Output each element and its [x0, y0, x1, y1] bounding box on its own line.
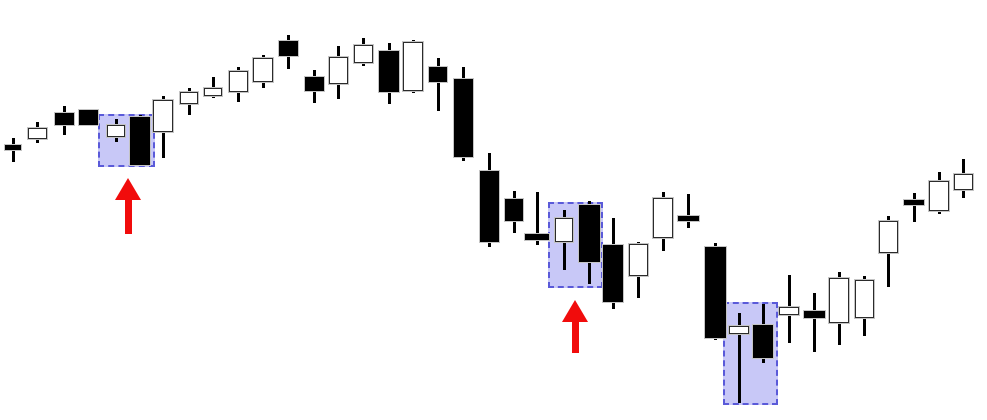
bearish-candle-body [505, 199, 523, 221]
candle-wick [737, 313, 741, 403]
bullish-candle-body [878, 221, 898, 253]
bearish-candle-body [278, 41, 298, 56]
bearish-candle-body [704, 247, 726, 338]
bullish-candle-body [27, 128, 47, 139]
bearish-candle-body [54, 113, 74, 125]
bearish-candle-body [453, 79, 473, 157]
bearish-candle-body [304, 77, 324, 91]
bullish-candle-body [953, 174, 973, 190]
bullish-candle-body [153, 100, 173, 132]
bullish-candle-body [854, 280, 874, 318]
bullish-candle-body [204, 88, 222, 96]
up-arrow-shaft [571, 320, 579, 353]
bullish-candle-body [628, 244, 648, 276]
candle-wick [812, 293, 816, 352]
up-arrow-icon [562, 300, 588, 322]
bullish-candle-body [328, 57, 348, 84]
bullish-candle-body [228, 71, 248, 92]
bearish-candle-body [753, 325, 773, 358]
bearish-candle-body [379, 51, 399, 92]
bullish-candle-body [653, 198, 673, 238]
bullish-candle-body [107, 125, 125, 137]
candle-wick [436, 58, 440, 111]
bearish-candle-body [525, 234, 549, 240]
bearish-candle-body [803, 311, 825, 318]
bearish-candle-body [130, 117, 150, 165]
candle-wick [912, 193, 916, 222]
bearish-candle-body [5, 145, 21, 150]
bearish-candle-body [479, 171, 499, 242]
bullish-candle-body [729, 326, 749, 334]
bearish-candle-body [429, 67, 447, 82]
candle-wick [11, 138, 15, 162]
bullish-candle-body [353, 45, 373, 63]
bullish-candle-body [253, 58, 273, 82]
bullish-candle-body [829, 278, 849, 323]
candle-wick [535, 192, 539, 245]
bearish-candle-body [578, 205, 600, 262]
bullish-candle-body [779, 307, 799, 315]
up-arrow-icon [115, 178, 141, 200]
bearish-candle-body [603, 245, 623, 302]
bullish-candle-body [555, 218, 573, 242]
bearish-candle-body [904, 200, 924, 205]
bullish-candle-body [403, 42, 423, 91]
bearish-candle-body [78, 110, 98, 125]
bullish-candle-body [929, 181, 949, 211]
bearish-candle-body [677, 216, 699, 221]
candle-wick [211, 77, 215, 98]
bullish-candle-body [180, 92, 198, 104]
up-arrow-shaft [124, 198, 132, 234]
candle-wick [686, 194, 690, 228]
